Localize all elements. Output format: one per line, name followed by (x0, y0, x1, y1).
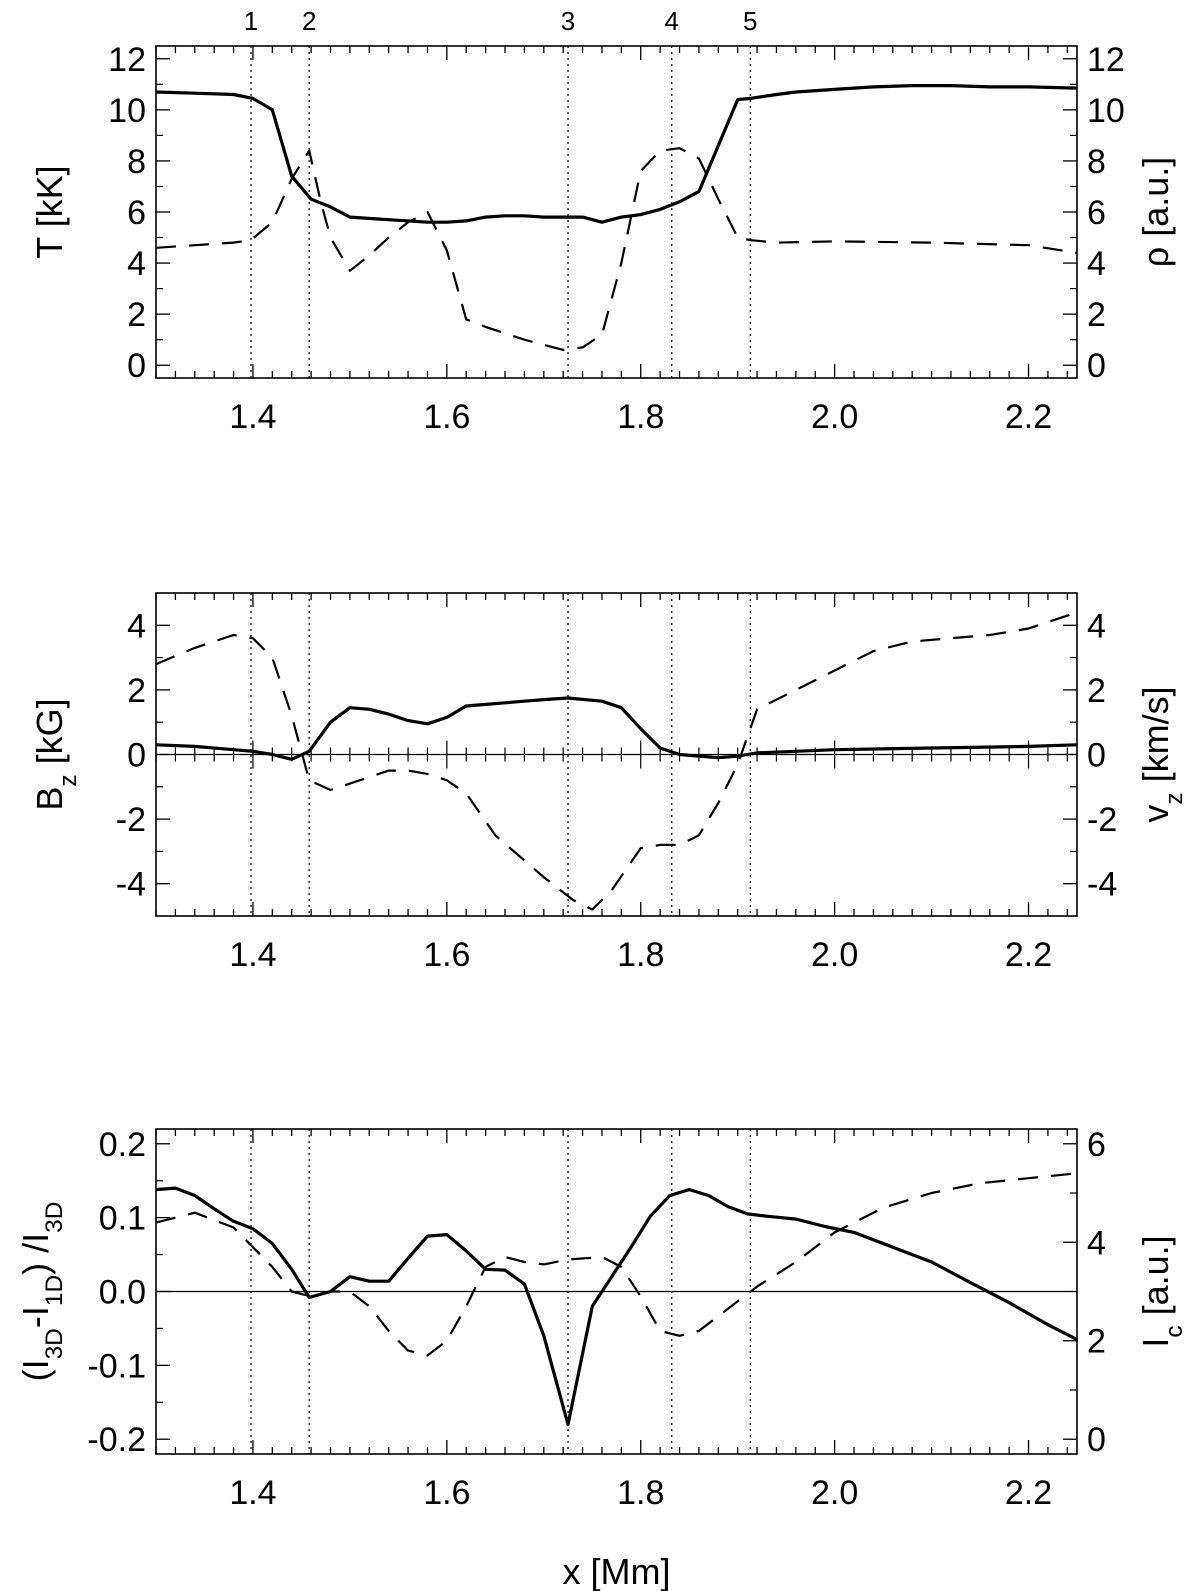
y-tick-label-right: 6 (1087, 1126, 1106, 1164)
y-tick-label-right: 0 (1087, 347, 1106, 385)
y-tick-label-left: 2 (127, 672, 146, 710)
y-tick-label-right: 6 (1087, 194, 1106, 232)
y-tick-label-left: 10 (108, 92, 146, 130)
y-tick-label-left: 2 (127, 296, 146, 334)
y-tick-label-left: 6 (127, 194, 146, 232)
panel-intensity: 1.4 1.6 1.8 2.0 2.2 -0.2 -0.1 0.0 0.1 0.2 0 2 4 6 (I3D… (15, 1126, 1188, 1591)
y-axis-label-left: (I3D-I1D) /I3D (15, 1202, 68, 1382)
series-line-solid (155, 83, 1078, 224)
panel-temperature-density: 1.4 1.6 1.8 2.0 2.2 0 2 4 6 8 10 12 0 2 4 6 8 10 12 T [kK] ρ… (29, 41, 1176, 436)
y-tick-label-left: -0.2 (87, 1421, 146, 1459)
marker-number-label: 2 (302, 6, 316, 36)
y-tick-label-left: -4 (116, 866, 146, 904)
marker-number-label: 3 (561, 6, 575, 36)
y-tick-label-left: 0.0 (99, 1274, 146, 1312)
y-tick-label-left: 8 (127, 143, 146, 181)
y-tick-label-right: -4 (1087, 866, 1117, 904)
x-tick-label: 1.4 (229, 398, 276, 436)
x-tick-label: 1.8 (617, 936, 664, 974)
y-tick-label-left: -2 (116, 801, 146, 839)
y-tick-label-right: 4 (1087, 1224, 1106, 1262)
marker-number-label: 4 (665, 6, 679, 36)
series-line-solid (155, 1186, 1078, 1427)
x-tick-label: 1.6 (423, 1474, 470, 1512)
y-tick-label-left: 4 (127, 245, 146, 283)
y-tick-label-left: 0.2 (99, 1126, 146, 1164)
y-tick-label-right: 4 (1087, 607, 1106, 645)
x-tick-label: 2.0 (811, 398, 858, 436)
x-tick-label: 1.8 (617, 398, 664, 436)
axes-frame (155, 45, 1078, 379)
y-tick-label-left: 4 (127, 607, 146, 645)
series-line-solid (155, 696, 1078, 761)
y-tick-label-right: 0 (1087, 1421, 1106, 1459)
x-tick-label: 2.2 (1005, 398, 1052, 436)
x-tick-label: 1.8 (617, 1474, 664, 1512)
x-tick-label: 1.4 (229, 936, 276, 974)
y-axis-label-right: vz [km/s] (1135, 686, 1188, 822)
y-axis-label-right: ρ [a.u.] (1135, 157, 1176, 268)
y-tick-label-right: 0 (1087, 737, 1106, 775)
x-tick-label: 1.6 (423, 398, 470, 436)
marker-labels: 1 2 3 4 5 (244, 6, 758, 36)
y-tick-label-right: 8 (1087, 143, 1106, 181)
y-tick-label-right: 12 (1087, 41, 1125, 79)
series-line-dashed (155, 611, 1078, 911)
x-tick-label: 1.4 (229, 1474, 276, 1512)
y-tick-label-right: 10 (1087, 92, 1125, 130)
y-tick-label-right: -2 (1087, 801, 1117, 839)
marker-number-label: 5 (743, 6, 757, 36)
x-tick-label: 2.2 (1005, 936, 1052, 974)
x-tick-label: 1.6 (423, 936, 470, 974)
y-tick-label-left: -0.1 (87, 1347, 146, 1385)
panel-field-velocity: 1.4 1.6 1.8 2.0 2.2 -4 -2 0 2 4 -4 -2 0 2 4 Bz [kG] vz [… (29, 592, 1188, 974)
y-axis-label-left: T [kK] (29, 165, 70, 258)
series-line-dashed (155, 1172, 1078, 1357)
marker-number-label: 1 (244, 6, 258, 36)
y-axis-label-right: Ic [a.u.] (1135, 1235, 1188, 1347)
y-tick-label-right: 4 (1087, 245, 1106, 283)
y-tick-label-left: 0 (127, 347, 146, 385)
x-axis-label: x [Mm] (563, 1551, 671, 1591)
x-tick-label: 2.0 (811, 1474, 858, 1512)
y-tick-label-left: 0 (127, 737, 146, 775)
y-tick-label-right: 2 (1087, 1323, 1106, 1361)
y-tick-label-right: 2 (1087, 296, 1106, 334)
y-tick-label-left: 12 (108, 41, 146, 79)
y-axis-label-left: Bz [kG] (29, 698, 82, 810)
y-tick-label-right: 2 (1087, 672, 1106, 710)
x-tick-label: 2.0 (811, 936, 858, 974)
x-tick-label: 2.2 (1005, 1474, 1052, 1512)
y-tick-label-left: 0.1 (99, 1200, 146, 1238)
